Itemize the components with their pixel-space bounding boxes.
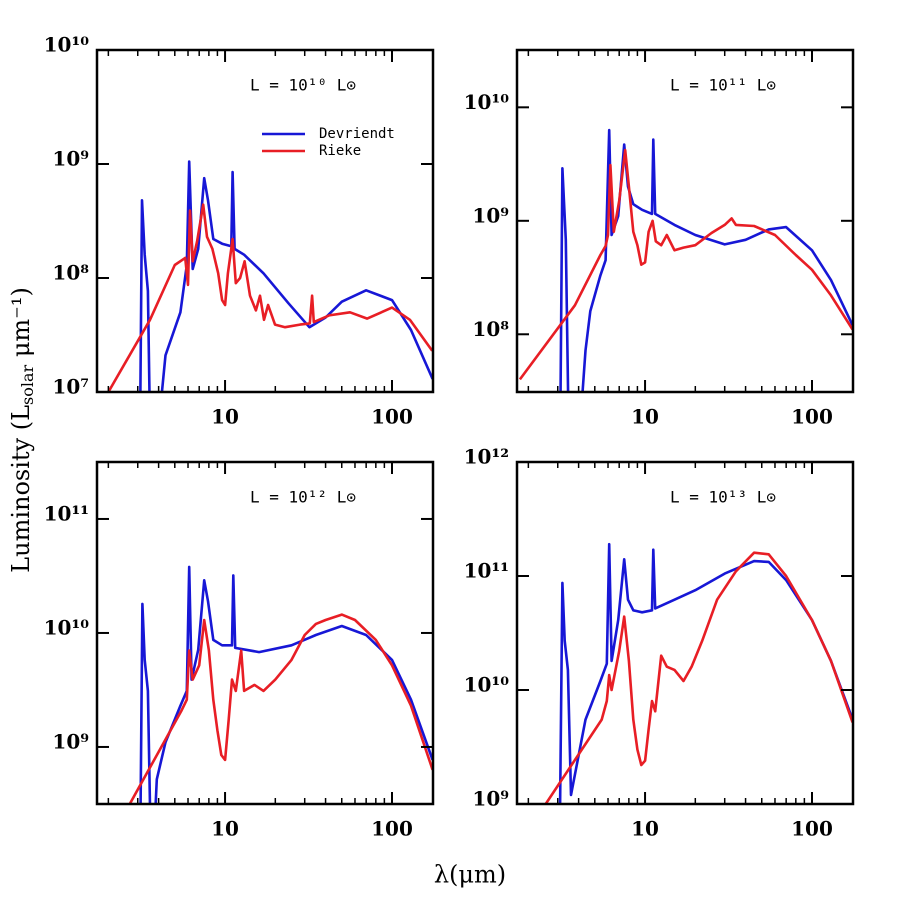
series-line — [559, 128, 853, 392]
x-tick-label: 10 — [211, 405, 239, 429]
y-tick-label: 10¹¹ — [464, 559, 509, 583]
x-tick-label: 100 — [371, 405, 413, 429]
y-axis-label-sub: solar — [18, 364, 37, 405]
y-tick-label: 10⁸ — [52, 261, 89, 285]
y-tick-label: 10¹⁰ — [44, 33, 90, 57]
legend-label: Rieke — [319, 143, 361, 159]
y-tick-label: 10⁹ — [472, 203, 509, 227]
plot-frame — [95, 460, 435, 806]
x-tick-label: 100 — [791, 817, 833, 841]
y-axis-label: Luminosity (Lsolar μm⁻¹) — [7, 287, 37, 573]
y-tick-label: 10¹⁰ — [464, 90, 510, 114]
series-line — [558, 542, 853, 804]
y-axis-label-end: μm⁻¹) — [7, 287, 35, 365]
y-tick-label: 10¹⁰ — [44, 615, 90, 639]
x-tick-label: 100 — [371, 817, 413, 841]
panel: 10 100 10⁹ 10¹⁰ 10¹¹ 10¹² L = 10¹³ L⊙ — [464, 445, 855, 841]
series-line — [544, 551, 853, 804]
y-tick-label: 10⁸ — [472, 317, 509, 341]
series-line — [107, 203, 433, 392]
series-line — [518, 148, 853, 381]
series-line — [139, 565, 433, 804]
panel: 10 100 10⁹ 10¹⁰ 10¹¹ L = 10¹² L⊙ — [44, 460, 435, 841]
x-tick-label: 10 — [631, 405, 659, 429]
series-line — [139, 160, 433, 392]
plot-frame — [95, 48, 435, 394]
annotation: L = 10¹¹ L⊙ — [670, 76, 776, 95]
annotation: L = 10¹² L⊙ — [250, 488, 356, 507]
panel: 10 100 10⁸ 10⁹ 10¹⁰ L = 10¹¹ L⊙ — [464, 48, 855, 429]
y-tick-label: 10¹¹ — [44, 501, 89, 525]
y-tick-label: 10⁷ — [52, 375, 89, 399]
x-tick-label: 10 — [211, 817, 239, 841]
legend-label: Devriendt — [319, 126, 395, 142]
annotation: L = 10¹⁰ L⊙ — [250, 76, 356, 95]
y-axis-label-main: Luminosity (L — [7, 405, 35, 573]
y-tick-label: 10⁹ — [52, 729, 89, 753]
y-tick-label: 10¹² — [464, 445, 509, 469]
series-line — [128, 613, 433, 804]
x-tick-label: 100 — [791, 405, 833, 429]
y-tick-label: 10¹⁰ — [464, 673, 510, 697]
panel: 10 100 10⁷ 10⁸ 10⁹ 10¹⁰ L = 10¹⁰ L⊙ DevriendtRi… — [44, 33, 435, 429]
y-tick-label: 10⁹ — [52, 147, 89, 171]
x-tick-label: 10 — [631, 817, 659, 841]
annotation: L = 10¹³ L⊙ — [670, 488, 776, 507]
y-tick-label: 10⁹ — [472, 787, 509, 811]
plot-frame — [515, 460, 855, 806]
x-axis-label: λ(μm) — [434, 861, 506, 889]
